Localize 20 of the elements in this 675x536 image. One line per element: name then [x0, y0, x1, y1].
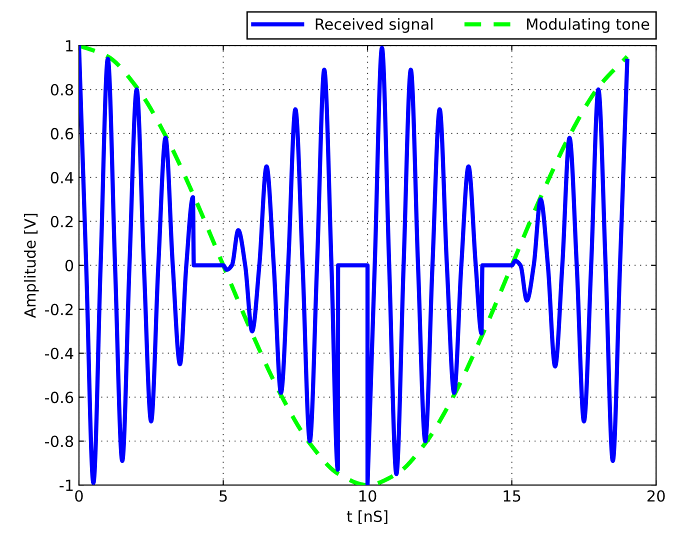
y-tick-label: 0.2 [50, 216, 73, 228]
y-tick-label: 0 [65, 260, 74, 272]
y-tick-label: -1 [60, 480, 73, 491]
y-tick-label: 0.4 [50, 172, 74, 184]
x-tick-label: 0 [75, 490, 83, 502]
y-tick-label: 0.6 [50, 128, 74, 140]
y-tick-label: -0.8 [45, 436, 74, 448]
y-tick-label: 1 [66, 40, 73, 52]
y-tick-label: -0.4 [45, 348, 74, 360]
y-axis-title: Amplitude [V] [24, 214, 39, 318]
x-tick-label: 10 [359, 490, 376, 502]
legend-label: Received signal [316, 18, 432, 33]
x-tick-label: 15 [504, 490, 520, 502]
x-tick-label: 5 [220, 490, 227, 502]
legend-label: Modulating tone [527, 18, 650, 33]
x-axis-title: t [nS] [346, 510, 388, 524]
y-tick-label: -0.2 [45, 304, 73, 316]
y-tick-label: 0.8 [50, 84, 74, 96]
y-tick-label: -0.6 [45, 392, 74, 404]
x-tick-label: 20 [648, 490, 665, 502]
